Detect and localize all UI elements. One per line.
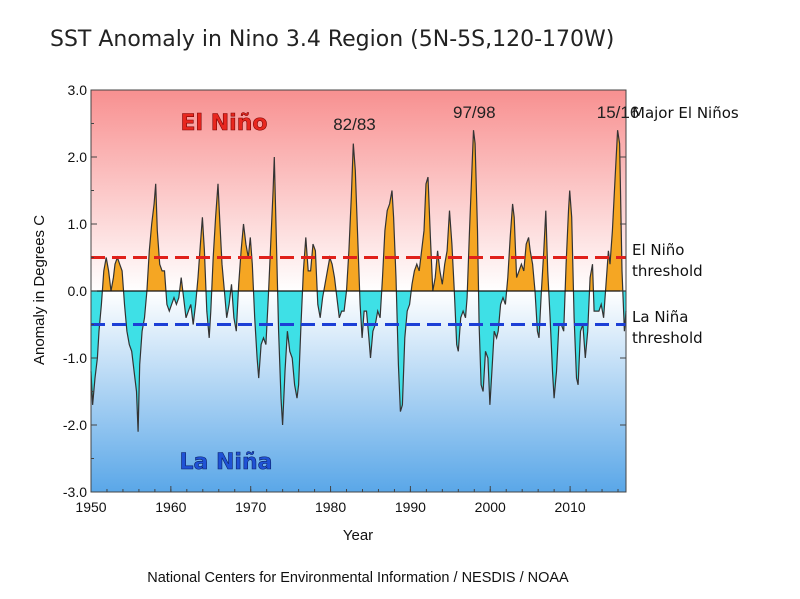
peak-label: 15/16: [597, 103, 640, 122]
el-nino-region-label: El Niño: [181, 111, 268, 136]
x-tick-label: 1950: [75, 499, 106, 515]
x-tick-label: 2000: [475, 499, 506, 515]
credit-line: National Centers for Environmental Infor…: [147, 570, 569, 586]
el-nino-threshold-label-1: El Niño: [632, 241, 685, 259]
la-nina-threshold-label-2: threshold: [632, 329, 703, 347]
la-nina-region-label: La Niña: [180, 450, 273, 475]
peak-labels: 82/83 97/98 15/16: [333, 103, 639, 134]
peak-label: 82/83: [333, 115, 376, 134]
anomaly-line: [90, 130, 627, 432]
major-el-ninos-label: Major El Niños: [632, 104, 739, 122]
y-tick-label: 0.0: [68, 283, 88, 299]
x-tick-label: 2010: [555, 499, 586, 515]
peak-label: 97/98: [453, 103, 496, 122]
y-axis-label: Anomaly in Degrees C: [31, 215, 48, 365]
y-tick-label: -2.0: [63, 417, 87, 433]
el-nino-threshold-label-2: threshold: [632, 262, 703, 280]
chart-title: SST Anomaly in Nino 3.4 Region (5N-5S,12…: [50, 27, 614, 52]
x-axis-label: Year: [343, 527, 373, 544]
y-tick-label: -1.0: [63, 350, 87, 366]
negative-anomaly-area: [91, 291, 626, 432]
y-tick-label: 3.0: [68, 82, 88, 98]
y-tick-label: 1.0: [68, 216, 88, 232]
y-tick-label: -3.0: [63, 484, 87, 500]
x-axis: 1950 1960 1970 1980 1990 2000 2010: [75, 486, 619, 515]
y-axis: 3.0 2.0 1.0 0.0 -1.0 -2.0 -3.0: [63, 82, 626, 500]
x-tick-label: 1960: [155, 499, 186, 515]
la-nina-background: [91, 291, 626, 492]
y-tick-label: 2.0: [68, 149, 88, 165]
x-tick-label: 1970: [235, 499, 266, 515]
x-tick-label: 1990: [395, 499, 426, 515]
la-nina-threshold-label-1: La Niña: [632, 308, 688, 326]
x-tick-label: 1980: [315, 499, 346, 515]
